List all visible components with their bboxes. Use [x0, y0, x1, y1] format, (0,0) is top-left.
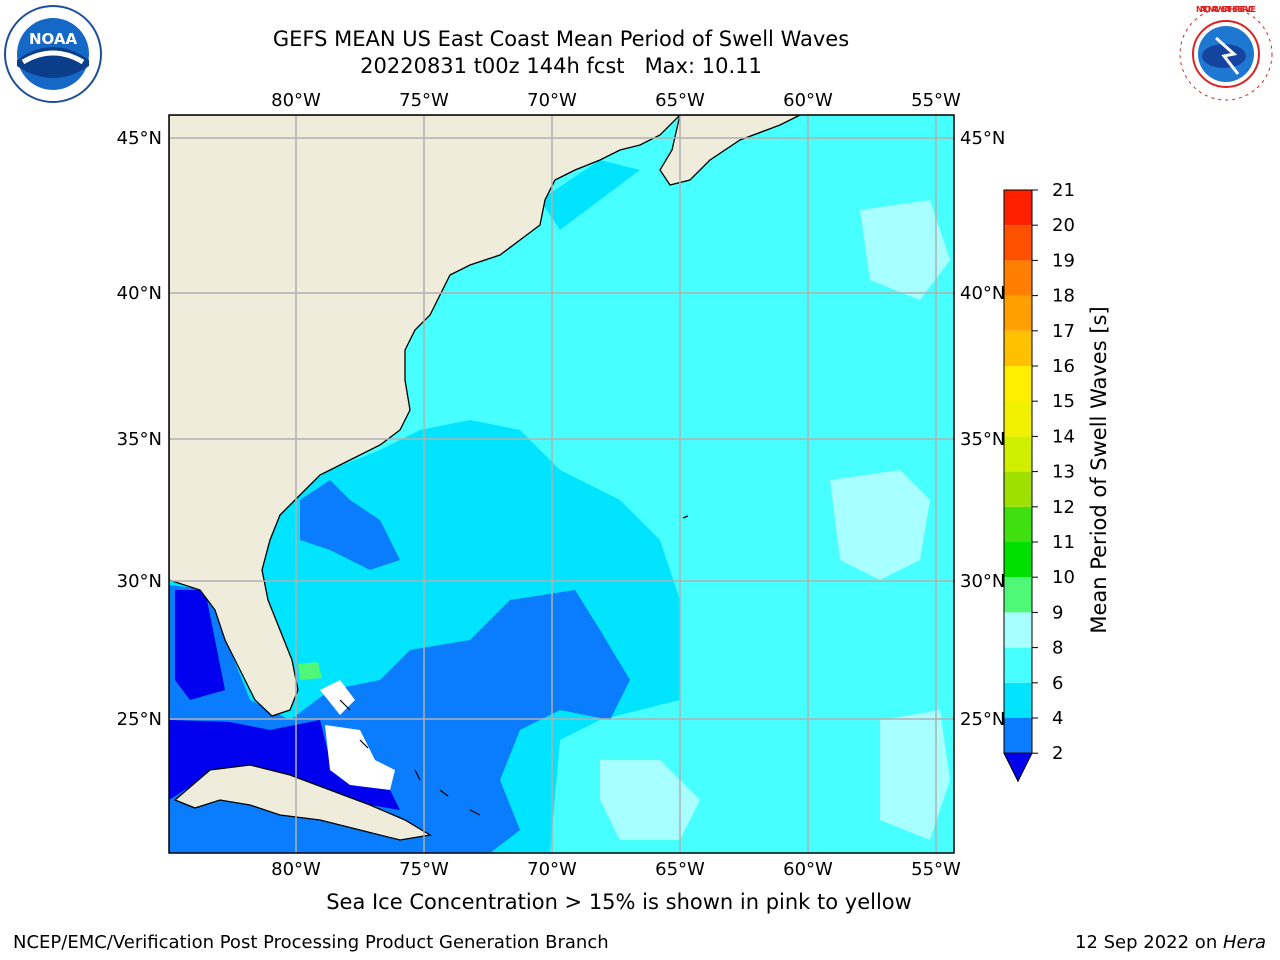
lat-label: 45°N — [960, 128, 1005, 149]
ocean-period-2-4-coast — [300, 480, 400, 570]
colorbar-tick-label: 11 — [1052, 532, 1075, 553]
colorbar-bin — [1004, 647, 1032, 683]
colorbar-tick-label: 2 — [1052, 743, 1063, 764]
lat-label: 30°N — [960, 571, 1005, 592]
colorbar-tick-label: 4 — [1052, 708, 1063, 729]
lat-labels-right: 45°N 40°N 35°N 30°N 25°N — [960, 128, 1005, 730]
lat-label: 40°N — [960, 283, 1005, 304]
colorbar-tick-label: 14 — [1052, 426, 1075, 447]
ocean-period-8-9-d — [880, 710, 950, 840]
sea-ice-caption-text: Sea Ice Concentration > 15% is shown in … — [326, 890, 912, 914]
ocean-period-4-6-north — [540, 160, 640, 230]
nws-logo: NATIONAL WEATHER SERVICE — [1178, 5, 1274, 102]
colorbar: 2 4 6 8 9 10 11 12 13 14 15 16 17 18 19 20 21 — [1003, 180, 1075, 783]
colorbar-tick-label: 17 — [1052, 321, 1075, 342]
colorbar-bin — [1004, 542, 1032, 578]
colorbar-bin — [1004, 225, 1032, 261]
colorbar-tick-label: 16 — [1052, 356, 1075, 377]
ocean-period-8-9-c — [860, 200, 950, 300]
colorbar-tick-label: 15 — [1052, 391, 1075, 412]
lon-label: 70°W — [527, 859, 577, 880]
colorbar-bin — [1004, 682, 1032, 718]
lat-label: 40°N — [117, 283, 162, 304]
ocean-no-data — [325, 725, 395, 790]
lat-label: 30°N — [117, 571, 162, 592]
title-line-2: 20220831 t00z 144h fcst Max: 10.11 — [360, 54, 762, 78]
noaa-logo: NOAA — [4, 5, 102, 103]
date-value: 12 Sep 2022 on — [1075, 932, 1223, 953]
colorbar-bin — [1004, 295, 1032, 331]
lat-label: 45°N — [117, 128, 162, 149]
map-plot-area — [169, 115, 954, 853]
land-bermuda — [682, 515, 689, 519]
lat-label: 25°N — [960, 709, 1005, 730]
colorbar-tick-label: 18 — [1052, 286, 1075, 307]
lat-label: 35°N — [117, 429, 162, 450]
colorbar-bin — [1004, 401, 1032, 437]
chart-title: GEFS MEAN US East Coast Mean Period of S… — [0, 26, 1122, 80]
colorbar-label: Mean Period of Swell Waves [s] — [1087, 306, 1111, 633]
lon-labels-bottom: 80°W 75°W 70°W 65°W 60°W 55°W — [271, 859, 961, 880]
ocean-period-8-9 — [830, 470, 930, 580]
colorbar-bin — [1004, 366, 1032, 402]
lat-labels-left: 45°N 40°N 35°N 30°N 25°N — [117, 128, 162, 730]
lon-label: 55°W — [911, 859, 961, 880]
colorbar-bin — [1004, 718, 1032, 754]
ocean-period-under-2 — [169, 720, 400, 810]
lon-label: 60°W — [783, 90, 833, 111]
map-frame — [168, 114, 955, 854]
land-nova-scotia — [659, 115, 801, 186]
colorbar-tick-label: 8 — [1052, 638, 1063, 659]
colorbar-bin — [1004, 577, 1032, 613]
colorbar-bin — [1004, 506, 1032, 542]
lon-labels-top: 80°W 75°W 70°W 65°W 60°W 55°W — [271, 90, 961, 111]
colorbar-bin — [1004, 330, 1032, 366]
date-text: 12 Sep 2022 on Hera — [1075, 932, 1266, 953]
sea-ice-caption: Sea Ice Concentration > 15% is shown in … — [0, 890, 1280, 914]
lon-label: 75°W — [399, 90, 449, 111]
colorbar-tick-label: 19 — [1052, 250, 1075, 271]
lat-label: 25°N — [117, 709, 162, 730]
colorbar-tick-label: 20 — [1052, 215, 1075, 236]
land-cuba — [173, 764, 432, 841]
colorbar-bin — [1004, 612, 1032, 648]
ocean-period-9-10 — [298, 662, 322, 680]
lon-label: 80°W — [271, 90, 321, 111]
colorbar-tick-label: 9 — [1052, 602, 1063, 623]
colorbar-bin — [1004, 471, 1032, 507]
lon-label: 55°W — [911, 90, 961, 111]
colorbar-tick-label: 10 — [1052, 567, 1075, 588]
colorbar-tick-label: 12 — [1052, 497, 1075, 518]
colorbar-tick-label: 21 — [1052, 180, 1075, 201]
lon-label: 65°W — [655, 90, 705, 111]
colorbar-bin — [1004, 436, 1032, 472]
ocean-period-8-9-b — [600, 760, 700, 840]
credit-text: NCEP/EMC/Verification Post Processing Pr… — [13, 932, 609, 953]
nws-logo-text: NATIONAL WEATHER SERVICE — [1196, 5, 1256, 14]
title-line-1: GEFS MEAN US East Coast Mean Period of S… — [272, 27, 850, 51]
colorbar-bin — [1004, 260, 1032, 296]
ocean-period-under-2-gulf — [175, 590, 225, 700]
lon-label: 60°W — [783, 859, 833, 880]
noaa-logo-text: NOAA — [29, 30, 78, 48]
lon-label: 75°W — [399, 859, 449, 880]
lat-label: 35°N — [960, 429, 1005, 450]
colorbar-under-extension — [1003, 752, 1033, 783]
land-bahamas — [339, 699, 481, 816]
lon-label: 70°W — [527, 90, 577, 111]
machine-name: Hera — [1222, 932, 1266, 953]
map-gridlines — [169, 115, 954, 853]
colorbar-tick-label: 6 — [1052, 673, 1063, 694]
colorbar-tick-label: 13 — [1052, 462, 1075, 483]
lon-label: 80°W — [271, 859, 321, 880]
lon-label: 65°W — [655, 859, 705, 880]
colorbar-bin — [1004, 190, 1032, 226]
